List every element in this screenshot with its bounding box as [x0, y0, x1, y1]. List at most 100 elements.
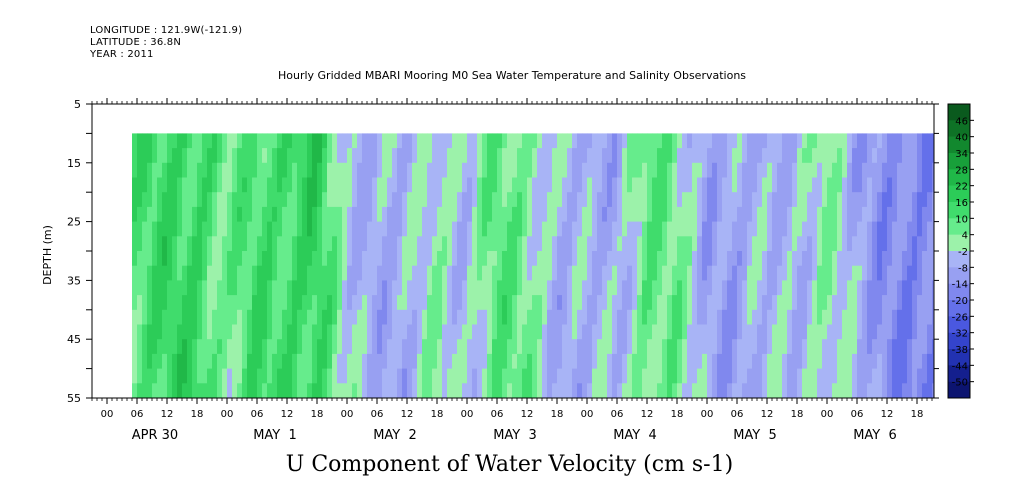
- heatmap-cell: [292, 192, 298, 208]
- heatmap-cell: [517, 148, 523, 164]
- heatmap-cell: [702, 324, 708, 340]
- heatmap-cell: [567, 368, 573, 384]
- heatmap-cell: [877, 236, 883, 252]
- heatmap-cell: [167, 251, 173, 267]
- heatmap-cell: [352, 251, 358, 267]
- heatmap-cell: [917, 206, 923, 222]
- heatmap-cell: [462, 177, 468, 193]
- heatmap-cell: [587, 133, 593, 149]
- heatmap-cell: [337, 206, 343, 222]
- heatmap-cell: [792, 162, 798, 178]
- heatmap-cell: [252, 251, 258, 267]
- heatmap-cell: [317, 383, 323, 398]
- heatmap-cell: [902, 295, 908, 311]
- heatmap-cell: [902, 251, 908, 267]
- heatmap-cell: [317, 192, 323, 208]
- heatmap-cell: [577, 192, 583, 208]
- heatmap-cell: [687, 236, 693, 252]
- heatmap-cell: [512, 383, 518, 398]
- heatmap-cell: [487, 148, 493, 164]
- heatmap-cell: [792, 177, 798, 193]
- heatmap-cell: [702, 295, 708, 311]
- heatmap-cell: [532, 339, 538, 355]
- heatmap-cell: [142, 324, 148, 340]
- heatmap-cell: [757, 265, 763, 281]
- heatmap-cell: [837, 177, 843, 193]
- heatmap-cell: [692, 368, 698, 384]
- heatmap-cell: [727, 236, 733, 252]
- heatmap-cell: [522, 353, 528, 369]
- heatmap-cell: [832, 383, 838, 398]
- heatmap-cell: [812, 177, 818, 193]
- heatmap-cell: [162, 383, 168, 398]
- heatmap-cell: [852, 162, 858, 178]
- heatmap-cell: [282, 251, 288, 267]
- heatmap-cell: [147, 251, 153, 267]
- heatmap-cell: [922, 251, 928, 267]
- heatmap-cell: [427, 148, 433, 164]
- heatmap-cell: [602, 383, 608, 398]
- heatmap-cell: [697, 368, 703, 384]
- heatmap-cell: [247, 221, 253, 237]
- heatmap-cell: [897, 251, 903, 267]
- heatmap-cell: [387, 133, 393, 149]
- heatmap-cell: [367, 265, 373, 281]
- heatmap-cell: [877, 148, 883, 164]
- heatmap-cell: [732, 265, 738, 281]
- heatmap-cell: [427, 251, 433, 267]
- heatmap-cell: [877, 383, 883, 398]
- heatmap-cell: [557, 177, 563, 193]
- heatmap-cell: [577, 324, 583, 340]
- heatmap-cell: [552, 368, 558, 384]
- heatmap-cell: [772, 148, 778, 164]
- heatmap-cell: [307, 162, 313, 178]
- heatmap-cell: [627, 236, 633, 252]
- heatmap-cell: [272, 324, 278, 340]
- heatmap-cell: [242, 383, 248, 398]
- heatmap-cell: [182, 177, 188, 193]
- heatmap-cell: [137, 309, 143, 325]
- x-hour-label: 12: [401, 409, 414, 420]
- heatmap-cell: [602, 236, 608, 252]
- heatmap-cell: [482, 324, 488, 340]
- heatmap-cell: [347, 251, 353, 267]
- heatmap-cell: [317, 221, 323, 237]
- heatmap-cell: [392, 339, 398, 355]
- heatmap-cell: [842, 368, 848, 384]
- heatmap-cell: [937, 148, 942, 163]
- heatmap-cell: [567, 192, 573, 208]
- heatmap-cell: [827, 295, 833, 311]
- heatmap-cell: [442, 324, 448, 340]
- heatmap-cell: [462, 353, 468, 369]
- heatmap-cell: [602, 162, 608, 178]
- heatmap-cell: [657, 265, 663, 281]
- heatmap-cell: [402, 339, 408, 355]
- heatmap-cell: [237, 236, 243, 252]
- heatmap-cell: [207, 177, 213, 193]
- heatmap-cell: [357, 339, 363, 355]
- heatmap-cell: [642, 206, 648, 222]
- heatmap-cell: [202, 353, 208, 369]
- heatmap-cell: [442, 221, 448, 237]
- heatmap-cell: [327, 265, 333, 281]
- heatmap-cell: [277, 236, 283, 252]
- heatmap-cell: [712, 339, 718, 355]
- heatmap-cell: [932, 148, 934, 164]
- heatmap-cell: [162, 295, 168, 311]
- heatmap-cell: [637, 133, 643, 149]
- heatmap-cell: [852, 177, 858, 193]
- heatmap-cell: [257, 206, 263, 222]
- heatmap-cell: [382, 192, 388, 208]
- heatmap-cell: [332, 353, 338, 369]
- heatmap-cell: [212, 309, 218, 325]
- y-tick-label: 45: [67, 333, 81, 346]
- heatmap-cell: [302, 177, 308, 193]
- heatmap-cell: [477, 295, 483, 311]
- heatmap-cell: [417, 295, 423, 311]
- heatmap-cell: [277, 353, 283, 369]
- heatmap-cell: [672, 162, 678, 178]
- heatmap-cell: [837, 148, 843, 164]
- heatmap-cell: [777, 309, 783, 325]
- heatmap-cell: [307, 368, 313, 384]
- heatmap-cell: [407, 236, 413, 252]
